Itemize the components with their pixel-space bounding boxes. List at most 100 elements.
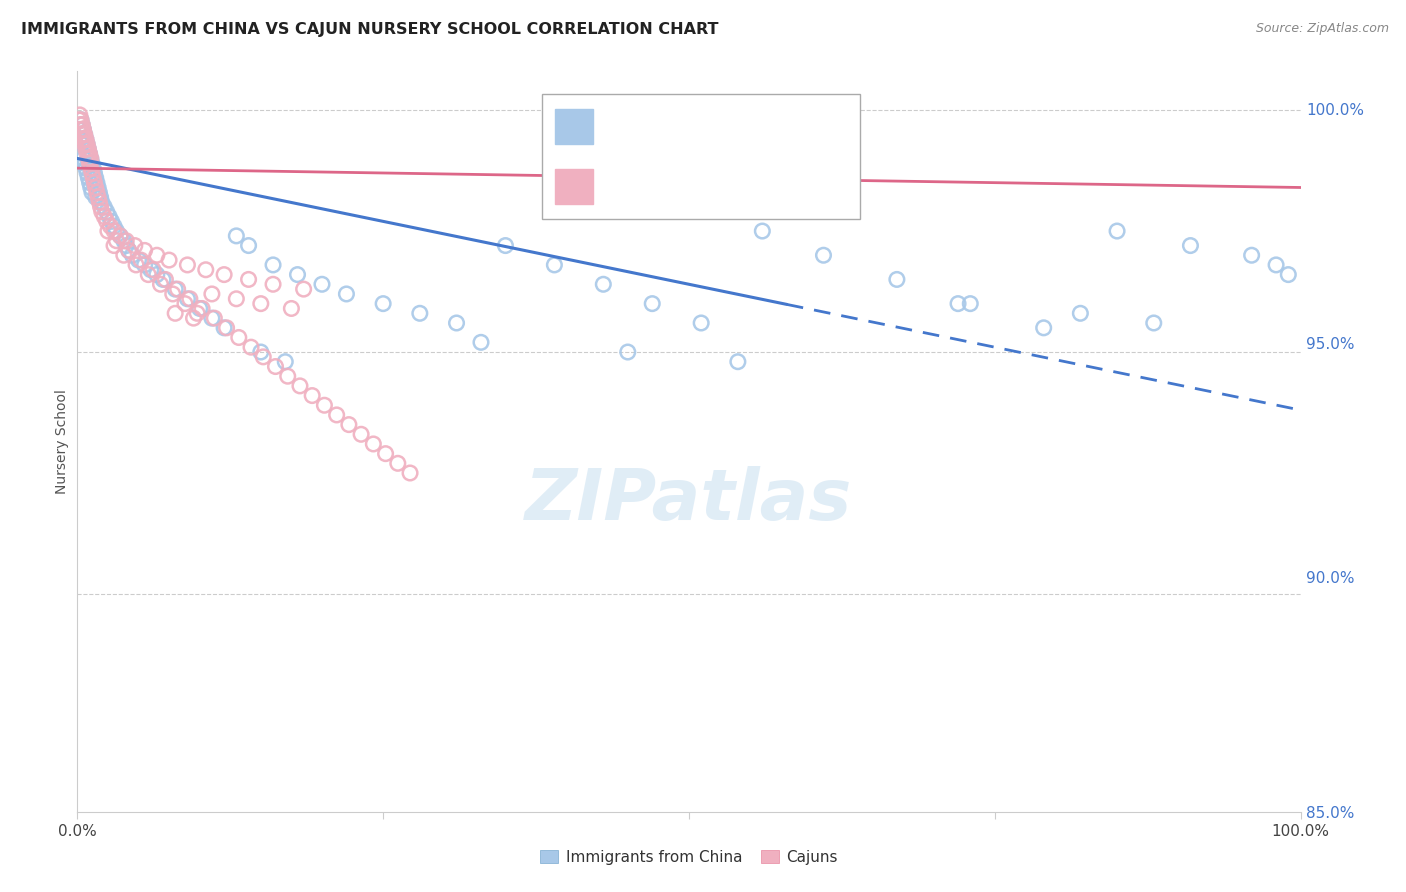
Point bbox=[225, 292, 247, 306]
Point bbox=[98, 219, 121, 234]
Text: ZIPatlas: ZIPatlas bbox=[526, 467, 852, 535]
Point bbox=[183, 311, 205, 326]
Point bbox=[97, 224, 120, 238]
Point bbox=[79, 146, 101, 161]
Point bbox=[69, 108, 91, 122]
Legend: Immigrants from China, Cajuns: Immigrants from China, Cajuns bbox=[534, 844, 844, 871]
Point bbox=[176, 258, 198, 272]
Point bbox=[225, 228, 247, 243]
Point bbox=[946, 296, 969, 310]
Point bbox=[125, 258, 148, 272]
Point bbox=[129, 253, 152, 268]
Point bbox=[70, 146, 93, 161]
Point bbox=[72, 122, 94, 136]
Point bbox=[371, 296, 394, 310]
Point bbox=[238, 238, 260, 252]
Point bbox=[98, 210, 121, 224]
Point bbox=[252, 350, 274, 364]
Point bbox=[75, 161, 97, 175]
Point bbox=[886, 272, 908, 286]
Point bbox=[100, 214, 122, 228]
Point bbox=[72, 122, 94, 136]
Point bbox=[70, 118, 93, 132]
Point bbox=[86, 176, 108, 190]
Point bbox=[112, 234, 135, 248]
Point bbox=[201, 311, 224, 326]
Point bbox=[165, 306, 187, 320]
Point bbox=[274, 354, 297, 368]
Point bbox=[80, 152, 103, 166]
Point bbox=[87, 190, 110, 204]
Point bbox=[83, 176, 105, 190]
Point bbox=[108, 228, 131, 243]
Point bbox=[264, 359, 287, 374]
Point bbox=[67, 122, 90, 136]
Point bbox=[72, 132, 94, 146]
Point bbox=[75, 132, 97, 146]
Point bbox=[89, 194, 111, 209]
Point bbox=[112, 248, 135, 262]
Point bbox=[1069, 306, 1091, 320]
Text: Source: ZipAtlas.com: Source: ZipAtlas.com bbox=[1256, 22, 1389, 36]
Point bbox=[335, 287, 357, 301]
Point bbox=[76, 136, 98, 151]
Point bbox=[77, 170, 100, 185]
Point bbox=[325, 408, 347, 422]
Point bbox=[1240, 248, 1263, 262]
Point bbox=[118, 244, 141, 258]
Point bbox=[70, 118, 93, 132]
Point bbox=[75, 142, 97, 156]
Point bbox=[96, 204, 118, 219]
Point bbox=[149, 277, 172, 292]
Point bbox=[262, 277, 284, 292]
Point bbox=[105, 234, 128, 248]
Point bbox=[495, 238, 517, 252]
Point bbox=[314, 398, 336, 412]
Point bbox=[77, 152, 100, 166]
Point bbox=[134, 258, 156, 272]
Point bbox=[90, 204, 112, 219]
Point bbox=[157, 253, 180, 268]
Point bbox=[96, 214, 118, 228]
Point bbox=[103, 219, 125, 234]
Point bbox=[337, 417, 360, 432]
Point bbox=[174, 296, 197, 310]
Point bbox=[592, 277, 614, 292]
Point bbox=[188, 301, 211, 316]
Point bbox=[311, 277, 333, 292]
Point bbox=[87, 180, 110, 194]
Point bbox=[155, 272, 177, 286]
Point bbox=[80, 180, 103, 194]
Point bbox=[228, 330, 250, 344]
Point bbox=[387, 456, 409, 470]
Point bbox=[146, 248, 169, 262]
Point bbox=[363, 437, 385, 451]
Point bbox=[93, 200, 115, 214]
Text: IMMIGRANTS FROM CHINA VS CAJUN NURSERY SCHOOL CORRELATION CHART: IMMIGRANTS FROM CHINA VS CAJUN NURSERY S… bbox=[21, 22, 718, 37]
Point bbox=[727, 354, 749, 368]
Point bbox=[82, 170, 104, 185]
Point bbox=[115, 234, 138, 248]
Point bbox=[139, 262, 162, 277]
Point bbox=[202, 311, 225, 326]
Point bbox=[374, 447, 396, 461]
Point bbox=[103, 224, 125, 238]
Point bbox=[73, 156, 96, 170]
Point bbox=[80, 161, 103, 175]
Point bbox=[128, 253, 150, 268]
Point bbox=[84, 170, 107, 185]
Point bbox=[103, 238, 125, 252]
Point bbox=[1143, 316, 1166, 330]
Point bbox=[166, 282, 188, 296]
Point bbox=[617, 345, 640, 359]
Point bbox=[350, 427, 373, 442]
Point bbox=[262, 258, 284, 272]
Point bbox=[90, 194, 112, 209]
Point bbox=[201, 287, 224, 301]
Point bbox=[69, 118, 91, 132]
Point bbox=[212, 268, 235, 282]
Point bbox=[212, 321, 235, 335]
Point bbox=[142, 262, 165, 277]
Point bbox=[76, 136, 98, 151]
Point bbox=[75, 132, 97, 146]
